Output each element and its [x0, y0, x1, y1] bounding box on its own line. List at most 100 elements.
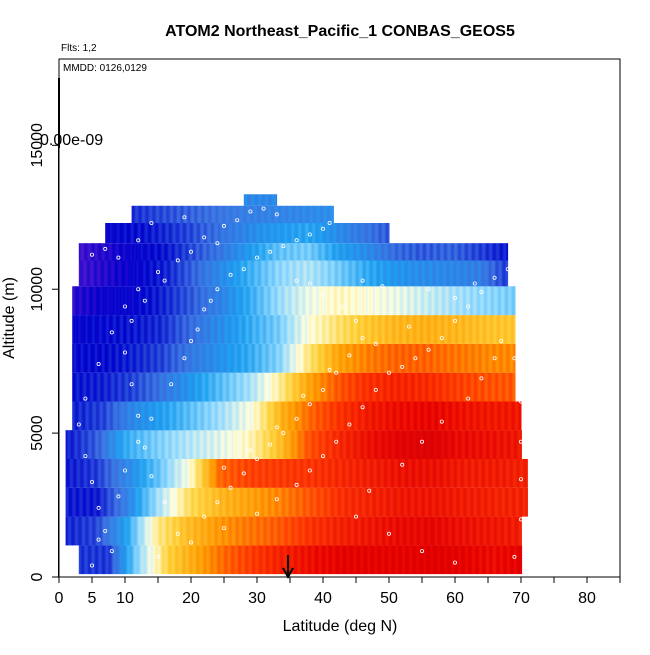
heatmap-cell: [100, 315, 102, 344]
heatmap-cell: [77, 343, 79, 373]
heatmap-cell: [318, 516, 320, 546]
heatmap-cell: [194, 401, 196, 431]
heatmap-cell: [294, 286, 296, 316]
heatmap-cell: [184, 372, 186, 402]
heatmap-cell: [494, 286, 496, 316]
heatmap-cell: [285, 343, 287, 373]
heatmap-cell: [236, 487, 238, 517]
heatmap-cell: [337, 516, 339, 546]
heatmap-cell: [489, 516, 491, 546]
heatmap-cell: [437, 260, 440, 287]
heatmap-cell: [405, 459, 407, 488]
heatmap-cell: [154, 545, 157, 575]
heatmap-cell: [257, 343, 259, 373]
heatmap-cell: [388, 545, 391, 575]
heatmap-cell: [199, 516, 201, 546]
heatmap-cell: [213, 459, 215, 488]
heatmap-cell: [245, 487, 247, 517]
heatmap-cell: [314, 516, 316, 546]
heatmap-cell: [108, 372, 110, 402]
heatmap-cell: [122, 430, 124, 459]
heatmap-cell: [244, 516, 246, 546]
heatmap-cell: [217, 459, 219, 488]
heatmap-cell: [514, 430, 516, 459]
heatmap-cell: [363, 487, 365, 517]
heatmap-cell: [102, 545, 105, 575]
heatmap-cell: [188, 372, 190, 402]
heatmap-cell: [274, 315, 276, 344]
heatmap-cell: [249, 286, 251, 316]
heatmap-cell: [446, 430, 448, 459]
heatmap-cell: [147, 487, 149, 517]
heatmap-cell: [132, 260, 135, 287]
heatmap-cell: [428, 372, 430, 402]
heatmap-cell: [125, 401, 127, 431]
heatmap-cell: [99, 243, 102, 261]
heatmap-cell: [148, 459, 150, 488]
heatmap-cell: [378, 315, 380, 344]
heatmap-cell: [184, 430, 186, 459]
heatmap-cell: [273, 343, 275, 373]
heatmap-cell: [93, 372, 95, 402]
heatmap-cell: [470, 260, 473, 287]
heatmap-cell: [419, 430, 421, 459]
heatmap-cell: [345, 430, 347, 459]
heatmap-cell: [386, 286, 388, 316]
heatmap-cell: [484, 459, 486, 488]
heatmap-cell: [363, 545, 366, 575]
heatmap-cell: [385, 286, 387, 316]
heatmap-cell: [128, 459, 130, 488]
heatmap-cell: [178, 430, 180, 459]
heatmap-cell: [123, 372, 125, 402]
heatmap-cell: [346, 516, 348, 546]
heatmap-cell: [494, 260, 497, 287]
heatmap-cell: [279, 459, 281, 488]
heatmap-cell: [228, 487, 230, 517]
heatmap-cell: [171, 430, 173, 459]
heatmap-cell: [481, 430, 483, 459]
heatmap-cell: [182, 372, 184, 402]
heatmap-cell: [499, 459, 501, 488]
heatmap-cell: [214, 343, 216, 373]
heatmap-cell: [206, 286, 208, 316]
heatmap-cell: [258, 372, 260, 402]
heatmap-cell: [233, 260, 236, 287]
heatmap-cell: [266, 430, 268, 459]
heatmap-cell: [122, 343, 124, 373]
heatmap-cell: [245, 516, 247, 546]
heatmap-cell: [464, 545, 467, 575]
heatmap-cell: [158, 430, 160, 459]
heatmap-cell: [136, 372, 138, 402]
heatmap-cell: [159, 343, 161, 373]
heatmap-cell: [242, 315, 244, 344]
heatmap-cell: [445, 516, 447, 546]
heatmap-cell: [178, 286, 180, 316]
heatmap-cell: [254, 315, 256, 344]
heatmap-cell: [128, 260, 131, 287]
heatmap-cell: [82, 545, 85, 575]
heatmap-cell: [297, 487, 299, 517]
heatmap-cell: [78, 430, 80, 459]
heatmap-cell: [478, 401, 480, 431]
heatmap-cell: [80, 372, 82, 402]
heatmap-cell: [304, 401, 306, 431]
heatmap-cell: [125, 343, 127, 373]
heatmap-cell: [372, 286, 374, 316]
heatmap-cell: [523, 459, 525, 488]
heatmap-cell: [164, 260, 167, 287]
heatmap-cell: [354, 487, 356, 517]
heatmap-cell: [520, 401, 522, 431]
heatmap-cell: [496, 401, 498, 431]
heatmap-cell: [210, 343, 212, 373]
heatmap-cell: [435, 487, 437, 517]
heatmap-cell: [137, 315, 139, 344]
heatmap-cell: [311, 459, 313, 488]
heatmap-cell: [417, 487, 419, 517]
heatmap-cell: [415, 401, 417, 431]
heatmap-cell: [134, 343, 136, 373]
heatmap-cell: [367, 315, 369, 344]
heatmap-cell: [393, 459, 395, 488]
heatmap-cell: [229, 372, 231, 402]
heatmap-cell: [457, 430, 459, 459]
heatmap-cell: [255, 516, 257, 546]
